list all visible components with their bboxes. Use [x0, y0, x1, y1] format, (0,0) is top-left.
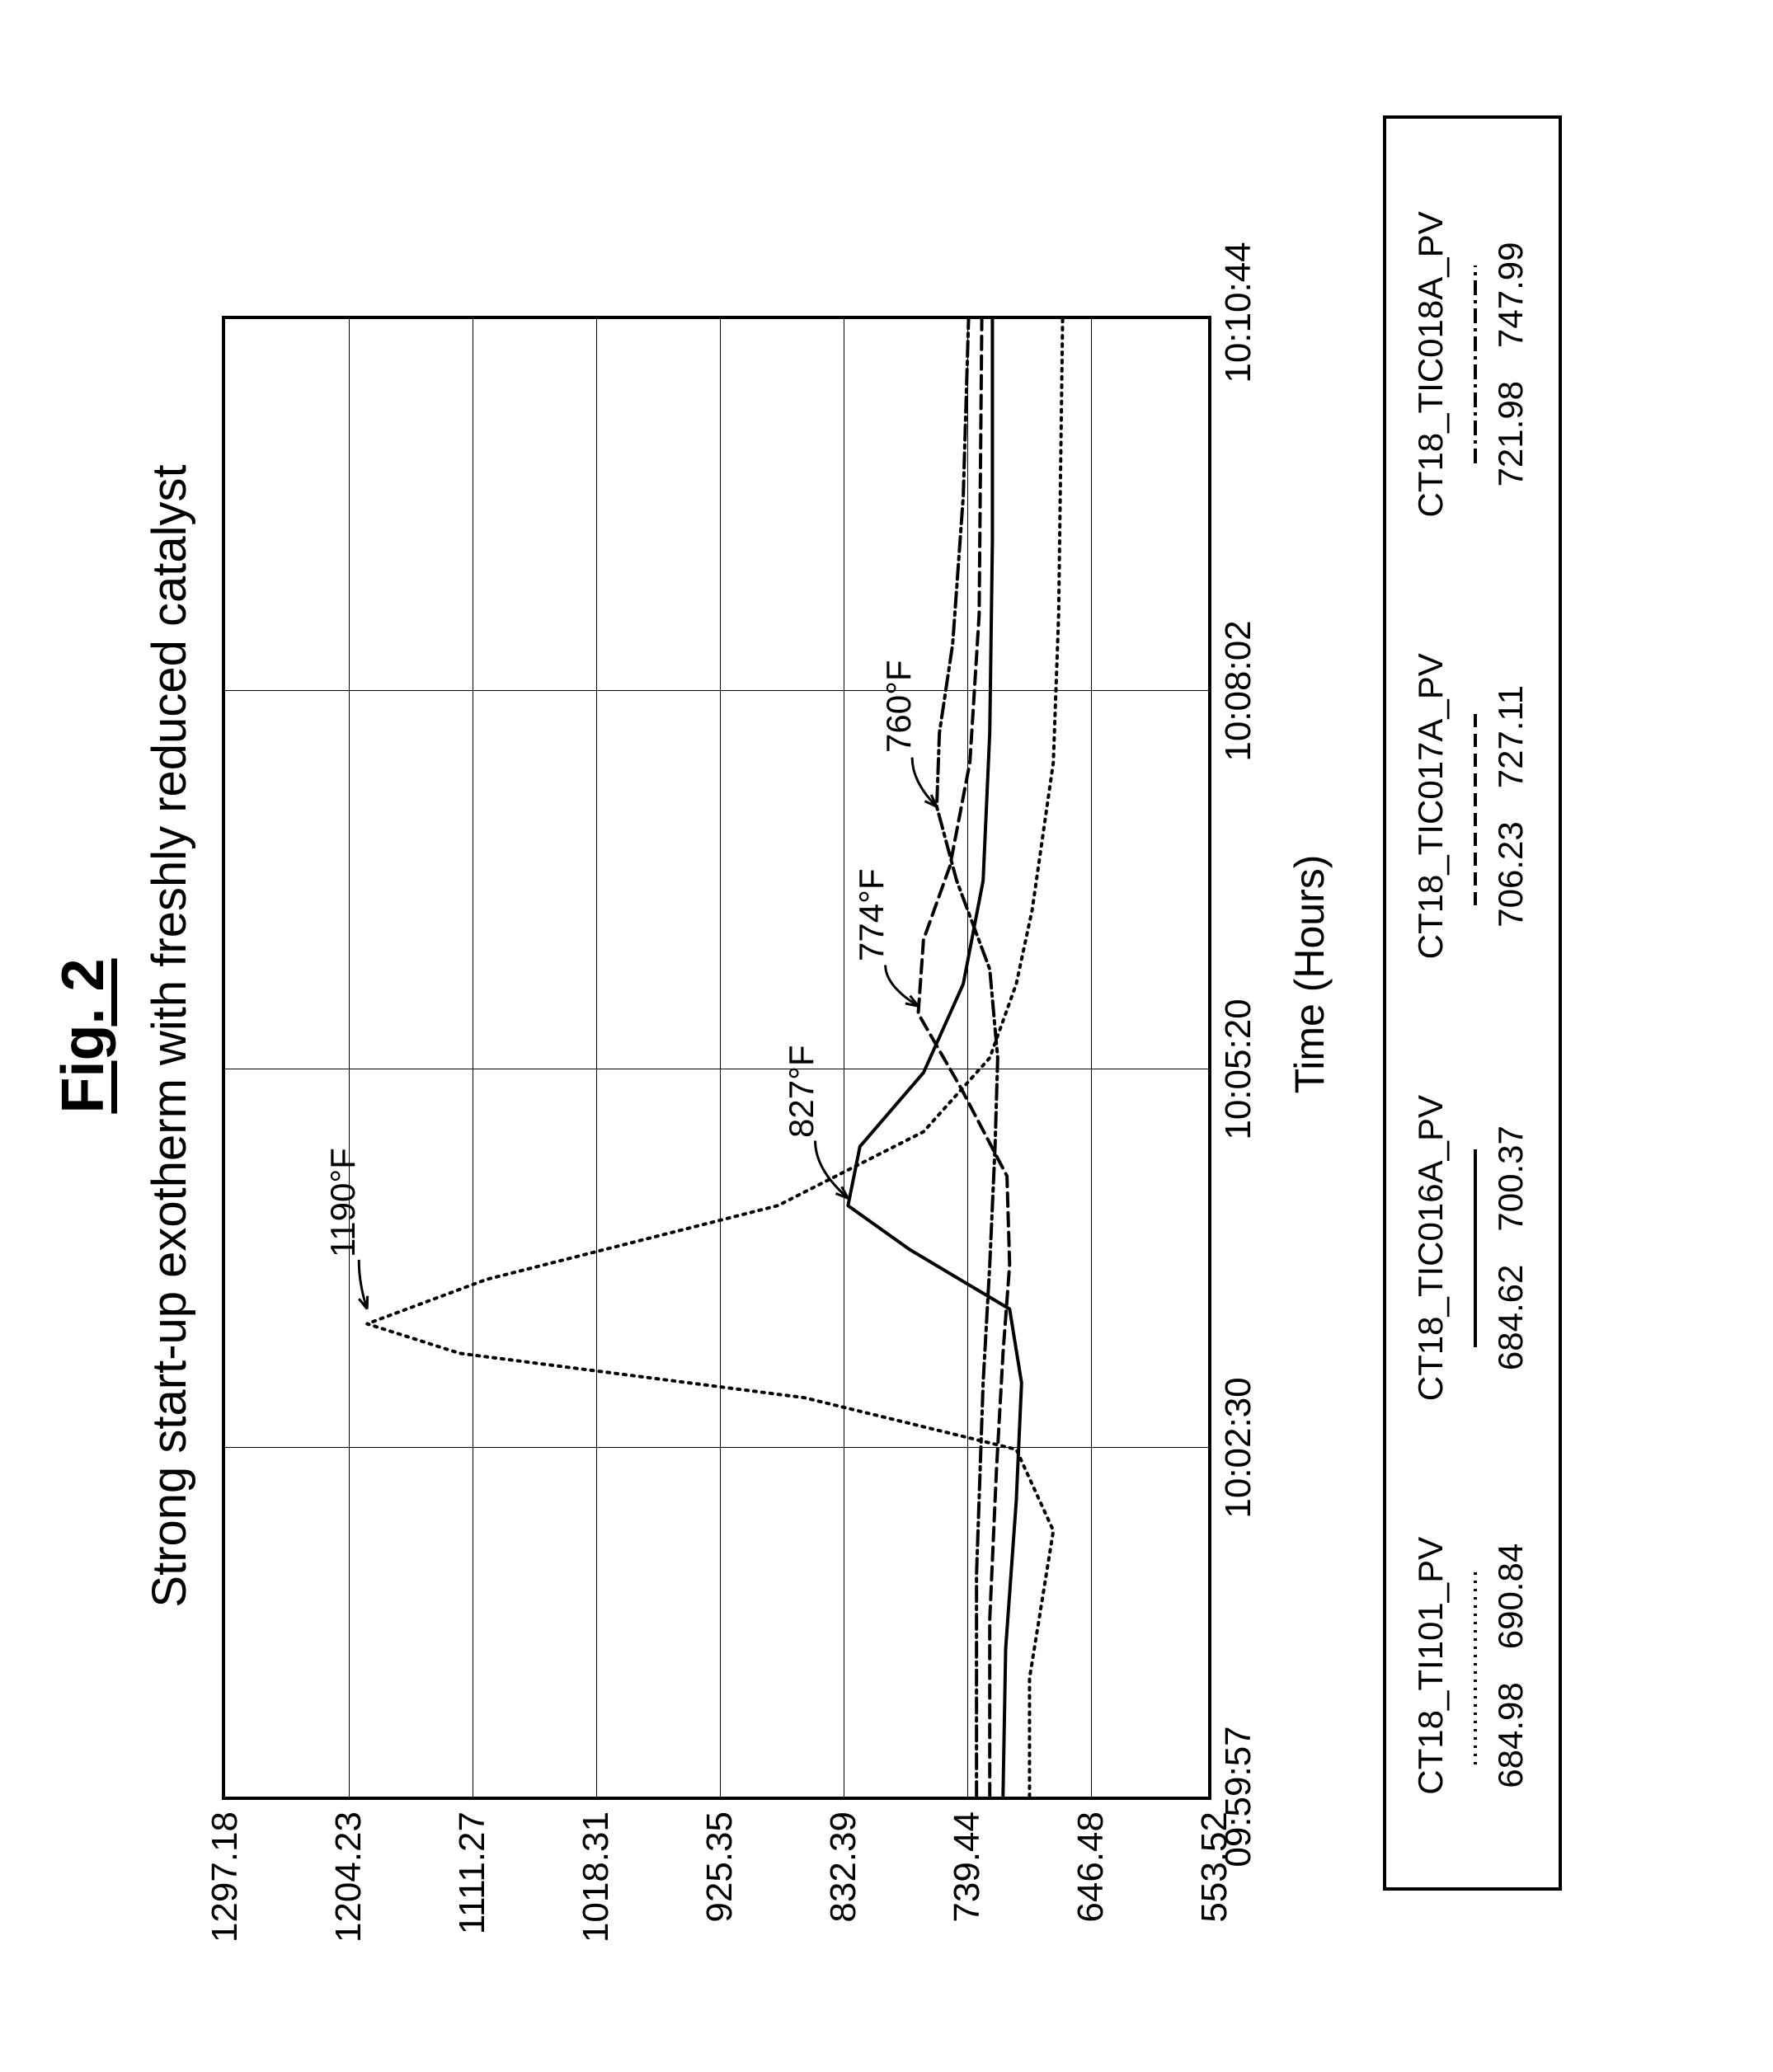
- y-tick-label: 1204.23: [328, 1811, 369, 1943]
- gridline-h: [349, 319, 350, 1797]
- x-tick-label: 10:08:02: [1218, 620, 1259, 761]
- legend-values: 721.98 747.99: [1491, 211, 1531, 517]
- legend-value-high: 727.11: [1491, 685, 1531, 788]
- annotation-label: 774°F: [852, 868, 891, 961]
- series-TI101: [367, 319, 1062, 1797]
- legend: CT18_TI101_PV 684.98 690.84 CT18_TIC016A_PV…: [1383, 115, 1562, 1891]
- y-tick-label: 646.48: [1070, 1811, 1112, 1923]
- y-tick-label: 739.44: [947, 1811, 988, 1923]
- legend-item: CT18_TIC017A_PV 706.23 727.11: [1411, 653, 1531, 959]
- gridline-h: [967, 319, 968, 1797]
- x-axis-label: Time (Hours): [1286, 148, 1333, 1800]
- legend-value-low: 684.62: [1491, 1265, 1531, 1370]
- legend-series-name: CT18_TIC017A_PV: [1411, 653, 1451, 959]
- legend-item: CT18_TIC016A_PV 684.62 700.37: [1411, 1095, 1531, 1401]
- x-tick-label: 10:10:44: [1218, 242, 1259, 383]
- legend-value-high: 747.99: [1491, 242, 1531, 347]
- y-tick-label: 1018.31: [576, 1811, 617, 1943]
- y-tick-label: 1111.27: [452, 1811, 493, 1934]
- y-tick-label: 925.35: [699, 1811, 741, 1923]
- legend-value-low: 721.98: [1491, 381, 1531, 486]
- legend-values: 684.98 690.84: [1491, 1537, 1531, 1795]
- legend-series-name: CT18_TIC018A_PV: [1411, 211, 1451, 517]
- annotation-label: 827°F: [782, 1045, 821, 1138]
- legend-value-high: 700.37: [1491, 1125, 1531, 1231]
- gridline-h: [596, 319, 597, 1797]
- gridline-h: [1091, 319, 1092, 1797]
- legend-swatch: [1469, 1567, 1482, 1764]
- y-tick-label: 832.39: [823, 1811, 864, 1923]
- plot-area: 553.52646.48739.44832.39925.351018.31111…: [222, 316, 1211, 1800]
- x-tick-label: 09:59:57: [1218, 1726, 1259, 1867]
- legend-item: CT18_TI101_PV 684.98 690.84: [1411, 1537, 1531, 1795]
- series-TIC016A: [848, 319, 1021, 1797]
- x-tick-label: 10:05:20: [1218, 998, 1259, 1139]
- legend-series-name: CT18_TI101_PV: [1411, 1537, 1451, 1795]
- legend-item: CT18_TIC018A_PV 721.98 747.99: [1411, 211, 1531, 517]
- legend-values: 706.23 727.11: [1491, 653, 1531, 959]
- series-layer: [225, 319, 1211, 1797]
- gridline-h: [720, 319, 721, 1797]
- legend-swatch: [1469, 1149, 1482, 1347]
- annotation-label: 1190°F: [323, 1148, 363, 1257]
- gridline-v: [225, 690, 1208, 691]
- legend-value-low: 684.98: [1491, 1682, 1531, 1788]
- annotation-label: 760°F: [879, 660, 919, 753]
- figure-number: Fig. 2: [49, 0, 117, 2072]
- legend-value-high: 690.84: [1491, 1543, 1531, 1649]
- legend-value-low: 706.23: [1491, 821, 1531, 927]
- chart-title: Strong start-up exotherm with freshly re…: [142, 0, 197, 2072]
- page: Fig. 2 Strong start-up exotherm with fre…: [0, 0, 1773, 2072]
- rotated-stage: Fig. 2 Strong start-up exotherm with fre…: [0, 0, 1773, 2072]
- legend-swatch: [1469, 265, 1482, 463]
- legend-values: 684.62 700.37: [1491, 1095, 1531, 1401]
- legend-swatch: [1469, 707, 1482, 905]
- x-tick-label: 10:02:30: [1218, 1377, 1259, 1518]
- gridline-v: [225, 1447, 1208, 1448]
- legend-series-name: CT18_TIC016A_PV: [1411, 1095, 1451, 1401]
- y-tick-label: 1297.18: [205, 1811, 246, 1943]
- chart-wrap: 553.52646.48739.44832.39925.351018.31111…: [222, 148, 1333, 1800]
